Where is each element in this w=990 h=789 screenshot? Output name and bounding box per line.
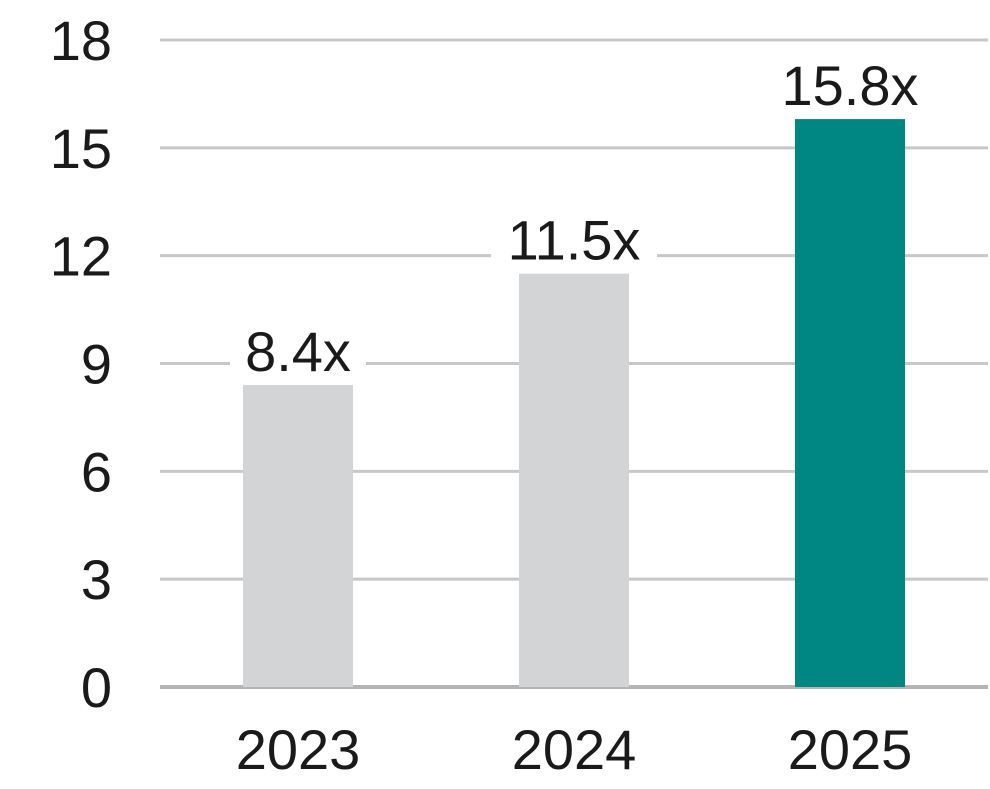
data-label-bg-2023: [230, 321, 366, 378]
x-tick-label-2025: 2025: [788, 718, 913, 781]
x-tick-label-2024: 2024: [512, 718, 637, 781]
bar-2023: [243, 385, 353, 687]
y-axis-ticks: 0 3 6 9 12 15 18: [50, 9, 112, 719]
bars: [230, 55, 933, 688]
data-label-bg-2024: [491, 209, 657, 266]
data-label-2024: 11.5x: [508, 209, 641, 272]
data-label-bg-2025: [767, 55, 933, 112]
y-tick-label-15: 15: [50, 117, 112, 180]
y-tick-label-18: 18: [50, 9, 112, 72]
bar-2024: [519, 273, 629, 687]
data-label-2023: 8.4x: [245, 320, 351, 383]
y-tick-label-3: 3: [81, 548, 112, 611]
bar-2025: [795, 119, 905, 688]
y-tick-label-9: 9: [81, 333, 112, 396]
x-axis-ticks: 2023 2024 2025: [236, 718, 913, 781]
data-label-2025: 15.8x: [782, 54, 919, 117]
y-tick-label-12: 12: [50, 225, 112, 288]
x-tick-label-2023: 2023: [236, 718, 361, 781]
data-labels: 8.4x 11.5x 15.8x: [245, 54, 918, 383]
y-tick-label-0: 0: [81, 656, 112, 719]
y-tick-label-6: 6: [81, 440, 112, 503]
